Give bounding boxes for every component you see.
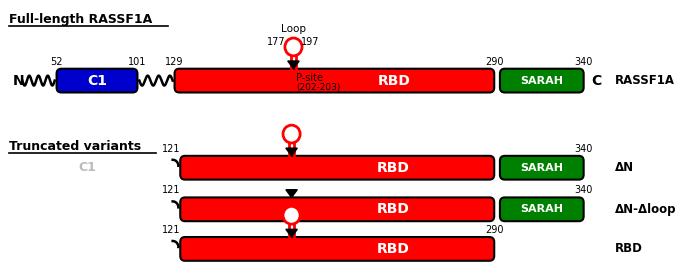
Circle shape — [283, 206, 300, 224]
FancyBboxPatch shape — [180, 156, 494, 179]
Text: RBD: RBD — [377, 161, 410, 175]
Text: 121: 121 — [162, 225, 180, 235]
Text: SARAH: SARAH — [521, 76, 563, 86]
Text: ΔN-Δloop: ΔN-Δloop — [615, 203, 677, 216]
Polygon shape — [286, 229, 297, 237]
Text: Full-length RASSF1A: Full-length RASSF1A — [9, 13, 152, 26]
Text: 121: 121 — [162, 185, 180, 195]
Text: 101: 101 — [128, 57, 147, 67]
Text: C1: C1 — [78, 161, 96, 174]
Text: 121: 121 — [162, 144, 180, 154]
Circle shape — [285, 38, 302, 56]
Text: 340: 340 — [575, 57, 593, 67]
Polygon shape — [288, 61, 299, 69]
Text: ΔN: ΔN — [615, 161, 634, 174]
FancyBboxPatch shape — [57, 69, 138, 92]
FancyBboxPatch shape — [180, 237, 494, 261]
FancyBboxPatch shape — [500, 69, 584, 92]
FancyBboxPatch shape — [175, 69, 494, 92]
Text: N: N — [13, 74, 25, 88]
Text: Truncated variants: Truncated variants — [9, 140, 141, 153]
Text: 290: 290 — [485, 225, 503, 235]
FancyBboxPatch shape — [500, 197, 584, 221]
Text: SARAH: SARAH — [521, 204, 563, 214]
Text: 340: 340 — [575, 144, 593, 154]
Text: 129: 129 — [165, 57, 184, 67]
Text: RASSF1A: RASSF1A — [615, 74, 675, 87]
Circle shape — [283, 125, 300, 143]
Text: RBD: RBD — [377, 242, 410, 256]
Text: RBD: RBD — [377, 74, 410, 88]
Text: 290: 290 — [485, 57, 503, 67]
Text: P-site: P-site — [297, 73, 323, 83]
FancyBboxPatch shape — [500, 156, 584, 179]
Text: 197: 197 — [301, 37, 320, 47]
Text: Loop: Loop — [281, 24, 306, 34]
Text: 177: 177 — [267, 37, 286, 47]
Text: (202-203): (202-203) — [297, 83, 340, 92]
Text: SARAH: SARAH — [521, 163, 563, 173]
Text: C: C — [591, 74, 601, 88]
FancyBboxPatch shape — [180, 197, 494, 221]
Text: RBD: RBD — [377, 202, 410, 216]
Polygon shape — [286, 148, 297, 156]
Text: 340: 340 — [575, 185, 593, 195]
Text: C1: C1 — [87, 74, 107, 88]
Text: 52: 52 — [50, 57, 63, 67]
Polygon shape — [286, 190, 297, 197]
Text: RBD: RBD — [615, 242, 643, 255]
